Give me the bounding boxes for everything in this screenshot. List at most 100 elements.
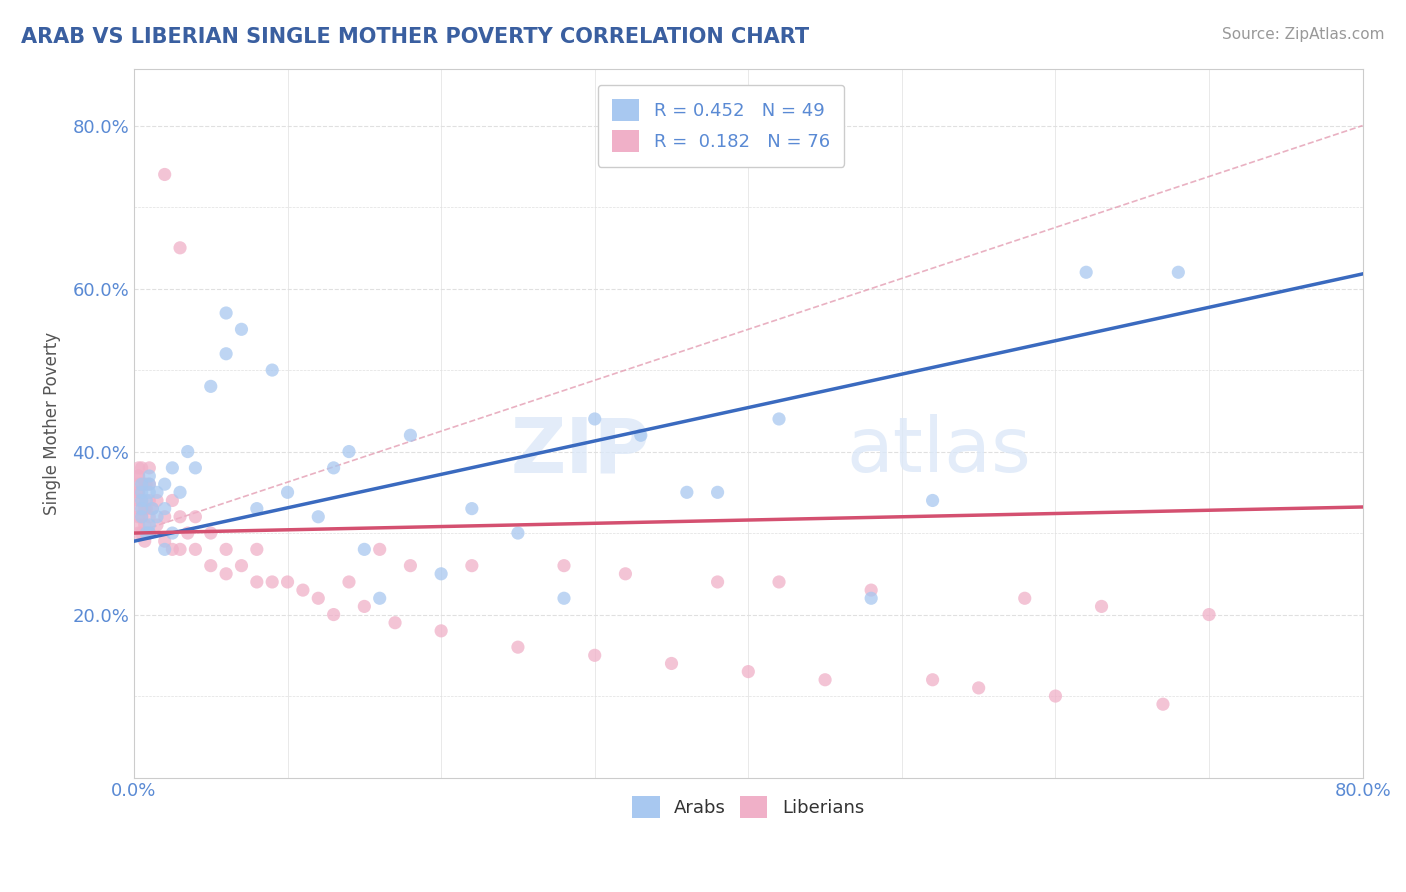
Point: [661, 657, 683, 671]
Point: [430, 624, 453, 638]
Point: [277, 574, 299, 589]
Point: [128, 477, 150, 491]
Point: [1167, 265, 1189, 279]
Point: [169, 241, 191, 255]
Point: [162, 461, 184, 475]
Point: [128, 485, 150, 500]
Point: [138, 526, 160, 541]
Point: [768, 412, 790, 426]
Point: [131, 477, 153, 491]
Point: [291, 583, 314, 598]
Point: [131, 493, 153, 508]
Point: [138, 517, 160, 532]
Point: [399, 428, 422, 442]
Point: [146, 485, 169, 500]
Point: [169, 509, 191, 524]
Point: [135, 477, 157, 491]
Point: [322, 461, 344, 475]
Point: [1076, 265, 1098, 279]
Point: [246, 501, 269, 516]
Point: [131, 509, 153, 524]
Point: [676, 485, 699, 500]
Point: [1014, 591, 1036, 606]
Point: [138, 461, 160, 475]
Text: ZIP: ZIP: [510, 415, 650, 489]
Point: [134, 517, 156, 532]
Point: [138, 485, 160, 500]
Point: [141, 501, 163, 516]
Point: [153, 168, 176, 182]
Point: [215, 566, 238, 581]
Point: [184, 509, 207, 524]
Text: Source: ZipAtlas.com: Source: ZipAtlas.com: [1222, 27, 1385, 42]
Text: atlas: atlas: [846, 415, 1032, 489]
Point: [583, 648, 606, 663]
Point: [169, 485, 191, 500]
Point: [134, 477, 156, 491]
Point: [131, 477, 153, 491]
Point: [128, 461, 150, 475]
Point: [860, 583, 883, 598]
Point: [135, 526, 157, 541]
Point: [353, 542, 375, 557]
Point: [814, 673, 837, 687]
Point: [337, 444, 360, 458]
Point: [262, 574, 284, 589]
Point: [146, 493, 169, 508]
Point: [184, 542, 207, 557]
Point: [231, 558, 253, 573]
Point: [138, 469, 160, 483]
Point: [153, 501, 176, 516]
Point: [706, 485, 728, 500]
Point: [138, 477, 160, 491]
Point: [921, 673, 943, 687]
Point: [184, 461, 207, 475]
Point: [430, 566, 453, 581]
Legend: Arabs, Liberians: Arabs, Liberians: [626, 789, 872, 825]
Point: [1090, 599, 1112, 614]
Point: [368, 591, 391, 606]
Point: [506, 640, 529, 655]
Point: [337, 574, 360, 589]
Point: [134, 534, 156, 549]
Point: [231, 322, 253, 336]
Point: [146, 517, 169, 532]
Point: [215, 347, 238, 361]
Point: [706, 574, 728, 589]
Point: [162, 526, 184, 541]
Point: [131, 485, 153, 500]
Point: [131, 509, 153, 524]
Point: [583, 412, 606, 426]
Text: ARAB VS LIBERIAN SINGLE MOTHER POVERTY CORRELATION CHART: ARAB VS LIBERIAN SINGLE MOTHER POVERTY C…: [21, 27, 810, 46]
Point: [200, 379, 222, 393]
Point: [246, 542, 269, 557]
Point: [138, 477, 160, 491]
Point: [215, 542, 238, 557]
Point: [153, 509, 176, 524]
Point: [131, 493, 153, 508]
Point: [131, 461, 153, 475]
Point: [128, 485, 150, 500]
Point: [614, 566, 637, 581]
Point: [200, 526, 222, 541]
Point: [1045, 689, 1067, 703]
Point: [135, 493, 157, 508]
Point: [153, 542, 176, 557]
Y-axis label: Single Mother Poverty: Single Mother Poverty: [44, 332, 60, 515]
Point: [200, 558, 222, 573]
Point: [553, 558, 575, 573]
Point: [322, 607, 344, 622]
Point: [135, 526, 157, 541]
Point: [277, 485, 299, 500]
Point: [1152, 697, 1174, 711]
Point: [141, 501, 163, 516]
Point: [128, 469, 150, 483]
Point: [262, 363, 284, 377]
Point: [153, 477, 176, 491]
Point: [368, 542, 391, 557]
Point: [134, 501, 156, 516]
Point: [399, 558, 422, 573]
Point: [146, 509, 169, 524]
Point: [461, 501, 484, 516]
Point: [131, 526, 153, 541]
